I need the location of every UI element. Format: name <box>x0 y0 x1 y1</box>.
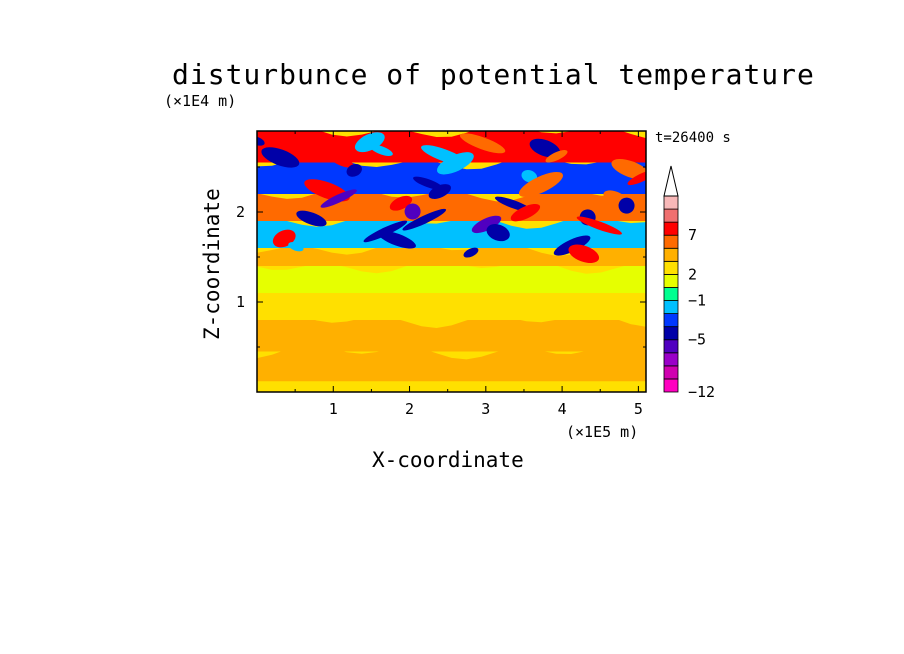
contour-cell <box>471 215 502 234</box>
contour-cell <box>463 247 479 258</box>
colorbar-label: 2 <box>688 265 697 283</box>
contour-cell <box>413 176 444 190</box>
colorbar-label: −12 <box>688 383 715 401</box>
x-tick-label: 3 <box>481 400 490 418</box>
contour-field <box>257 131 646 392</box>
colorbar-segment <box>663 300 679 314</box>
colorbar-segment <box>663 195 679 210</box>
colorbar-segment <box>663 326 679 341</box>
contour-cell <box>518 171 563 197</box>
colorbar-segment <box>663 378 679 393</box>
contour-band <box>257 344 646 382</box>
contour-cell <box>627 169 646 186</box>
contour-cell <box>459 133 506 154</box>
contour-cell <box>486 224 510 242</box>
contour-cell <box>510 203 541 222</box>
colorbar-segment <box>663 313 679 328</box>
x-tick-label: 2 <box>405 400 414 418</box>
contour-cell <box>529 138 561 158</box>
contour-cell <box>281 201 318 220</box>
axis-ticks: 1 2 3 4 5 1 2 <box>236 131 646 418</box>
contour-cell <box>261 147 300 168</box>
colorbar-segment <box>663 247 679 262</box>
x-axis-unit: (×1E5 m) <box>566 423 639 441</box>
contour-cell <box>428 184 451 199</box>
colorbar-extend-triangle <box>663 165 679 197</box>
chart-title: disturbunce of potential temperature <box>172 58 815 91</box>
x-tick-label: 5 <box>634 400 643 418</box>
contour-cell <box>402 208 447 231</box>
contour-cell <box>576 216 622 235</box>
x-tick-label: 1 <box>329 400 338 418</box>
contour-cell <box>404 203 421 220</box>
contour-cell <box>346 163 362 177</box>
colorbar-segment <box>663 221 679 236</box>
contour-band <box>257 259 646 293</box>
contour-cell <box>521 169 538 183</box>
y-tick-label: 1 <box>236 293 245 311</box>
x-tick-label: 4 <box>558 400 567 418</box>
contour-band <box>257 240 646 266</box>
colorbar-segment <box>663 287 679 301</box>
y-axis-unit: (×1E4 m) <box>164 92 237 110</box>
contour-cell <box>320 189 357 208</box>
colorbar-segment <box>663 365 679 380</box>
x-axis-label: X-coordinate <box>372 448 524 472</box>
contour-cell <box>257 136 265 146</box>
contour-cell <box>331 156 354 168</box>
contour-cell <box>618 197 635 214</box>
contour-cell <box>296 210 327 227</box>
time-annotation: t=26400 s <box>655 130 731 146</box>
colorbar-segment <box>663 260 679 275</box>
contour-band <box>257 186 646 221</box>
y-tick-label: 2 <box>236 203 245 221</box>
contour-cell <box>288 242 304 252</box>
colorbar-segment <box>663 234 679 249</box>
contour-band <box>257 213 646 248</box>
contour-cell <box>545 150 568 163</box>
colorbar-segment <box>663 273 679 288</box>
colorbar-segment <box>663 208 679 223</box>
contour-cell <box>378 230 416 249</box>
contour-cell <box>568 244 600 264</box>
contour-band <box>257 285 646 320</box>
contour-cell <box>436 152 474 175</box>
colorbar-segment <box>663 339 679 354</box>
contour-band <box>257 312 646 352</box>
plot-frame <box>256 130 647 393</box>
contour-cell <box>370 144 393 156</box>
colorbar: 7 2 −1 −5 −12 <box>663 165 715 401</box>
colorbar-label: 7 <box>688 226 697 244</box>
colorbar-segment <box>663 352 679 367</box>
colorbar-label: −1 <box>688 292 706 310</box>
colorbar-label: −5 <box>688 331 706 349</box>
